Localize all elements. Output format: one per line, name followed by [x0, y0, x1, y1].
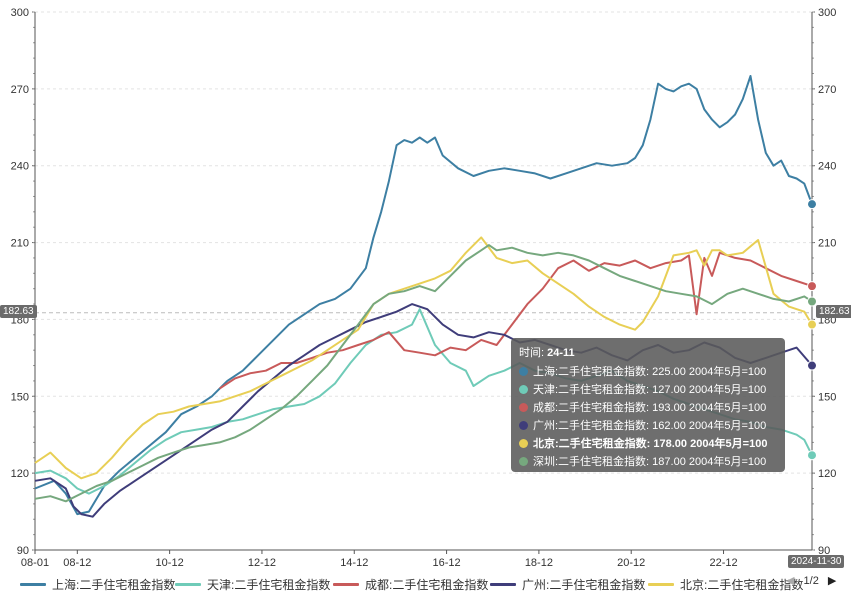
legend-swatch — [175, 583, 201, 586]
x-tick-label: 12-12 — [248, 557, 276, 569]
tooltip-row: 广州:二手住宅租金指数: 162.00 2004年5月=100 — [519, 416, 777, 434]
legend-label: 成都:二手住宅租金指数 — [365, 578, 489, 592]
tooltip-row-text: 天津:二手住宅租金指数: 127.00 2004年5月=100 — [533, 384, 767, 396]
legend-item[interactable]: 广州:二手住宅租金指数 — [490, 576, 645, 593]
tooltip-row-text: 成都:二手住宅租金指数: 193.00 2004年5月=100 — [533, 402, 767, 414]
y-tick-label-left: 150 — [11, 391, 29, 403]
legend-pager: ◀ 1/2 ▶ — [783, 574, 839, 587]
series-endpoint — [807, 281, 817, 292]
y-tick-label-left: 300 — [11, 7, 29, 19]
legend-item[interactable]: 北京:二手住宅租金指数 — [648, 576, 803, 593]
tooltip-time-label: 时间: — [519, 347, 548, 359]
y-tick-label-right: 120 — [818, 468, 836, 480]
tooltip-time: 时间: 24-11 — [519, 344, 777, 360]
series-line — [34, 236, 813, 480]
tooltip-dot — [519, 402, 528, 412]
y-tick-label-left: 240 — [11, 161, 29, 173]
right-axis-pointer-badge: 182.63 — [816, 305, 851, 318]
tooltip-dot — [519, 366, 528, 376]
y-tick-label-left: 120 — [11, 468, 29, 480]
series-endpoint — [807, 296, 817, 307]
tooltip-dot — [519, 456, 528, 466]
legend-item[interactable]: 天津:二手住宅租金指数 — [175, 576, 330, 593]
series-line — [219, 251, 813, 390]
tooltip-row-text: 北京:二手住宅租金指数: 178.00 2004年5月=100 — [533, 438, 768, 450]
x-tick-label: 08-01 — [21, 557, 49, 569]
series-endpoint — [807, 360, 817, 371]
legend-swatch — [20, 583, 46, 586]
series-line — [34, 75, 813, 516]
legend: 上海:二手住宅租金指数 天津:二手住宅租金指数 成都:二手住宅租金指数 广州:二手住宅… — [0, 572, 851, 596]
left-axis-pointer-badge: 182.63 — [0, 305, 37, 318]
y-tick-label-right: 300 — [818, 7, 836, 19]
legend-label: 北京:二手住宅租金指数 — [680, 578, 804, 592]
legend-item[interactable]: 上海:二手住宅租金指数 — [20, 576, 175, 593]
x-tick-label: 08-12 — [63, 557, 91, 569]
x-tick-label: 22-12 — [709, 557, 737, 569]
series-endpoint — [807, 319, 817, 330]
legend-label: 广州:二手住宅租金指数 — [522, 578, 646, 592]
legend-label: 天津:二手住宅租金指数 — [207, 578, 331, 592]
x-tick-label: 16-12 — [433, 557, 461, 569]
triangle-right-icon[interactable]: ▶ — [827, 575, 837, 587]
y-tick-label-right: 150 — [818, 391, 836, 403]
tooltip-dot — [519, 420, 528, 430]
tooltip-row: 深圳:二手住宅租金指数: 187.00 2004年5月=100 — [519, 452, 777, 470]
tooltip-row: 天津:二手住宅租金指数: 127.00 2004年5月=100 — [519, 380, 777, 398]
tooltip-row: 上海:二手住宅租金指数: 225.00 2004年5月=100 — [519, 362, 777, 380]
series-endpoints — [807, 199, 817, 461]
series-lines — [34, 75, 813, 518]
y-tick-label-right: 210 — [818, 238, 836, 250]
legend-item[interactable]: 成都:二手住宅租金指数 — [333, 576, 488, 593]
tooltip-row-text: 上海:二手住宅租金指数: 225.00 2004年5月=100 — [533, 366, 767, 378]
legend-swatch — [333, 583, 359, 586]
tooltip-dot — [519, 438, 528, 448]
time-axis-pointer-badge: 2024-11-30 — [788, 555, 845, 568]
x-tick-label: 18-12 — [525, 557, 553, 569]
grid-lines — [35, 11, 812, 474]
tooltip-dot — [519, 384, 528, 394]
series-endpoint — [807, 450, 817, 461]
x-tick-label: 14-12 — [340, 557, 368, 569]
y-tick-label-left: 90 — [17, 545, 29, 557]
tooltip-row: 北京:二手住宅租金指数: 178.00 2004年5月=100 — [519, 434, 777, 452]
y-tick-label-right: 90 — [818, 545, 830, 557]
y-tick-label-right: 270 — [818, 84, 836, 96]
x-tick-label: 20-12 — [617, 557, 645, 569]
y-tick-label-right: 240 — [818, 161, 836, 173]
legend-swatch — [648, 583, 674, 586]
legend-page: 1/2 — [803, 575, 819, 587]
y-tick-label-left: 270 — [11, 84, 29, 96]
triangle-left-icon[interactable]: ◀ — [786, 575, 795, 587]
series-line — [34, 244, 813, 503]
tooltip-time-value: 24-11 — [547, 347, 575, 359]
tooltip-row: 成都:二手住宅租金指数: 193.00 2004年5月=100 — [519, 398, 777, 416]
series-endpoint — [807, 199, 817, 210]
legend-swatch — [490, 583, 516, 586]
tooltip-row-text: 深圳:二手住宅租金指数: 187.00 2004年5月=100 — [533, 456, 767, 468]
tooltip-row-text: 广州:二手住宅租金指数: 162.00 2004年5月=100 — [533, 420, 767, 432]
x-tick-label: 10-12 — [156, 557, 184, 569]
tooltip: 时间: 24-11 上海:二手住宅租金指数: 225.00 2004年5月=10… — [511, 338, 785, 472]
y-tick-label-left: 210 — [11, 238, 29, 250]
legend-label: 上海:二手住宅租金指数 — [52, 578, 176, 592]
